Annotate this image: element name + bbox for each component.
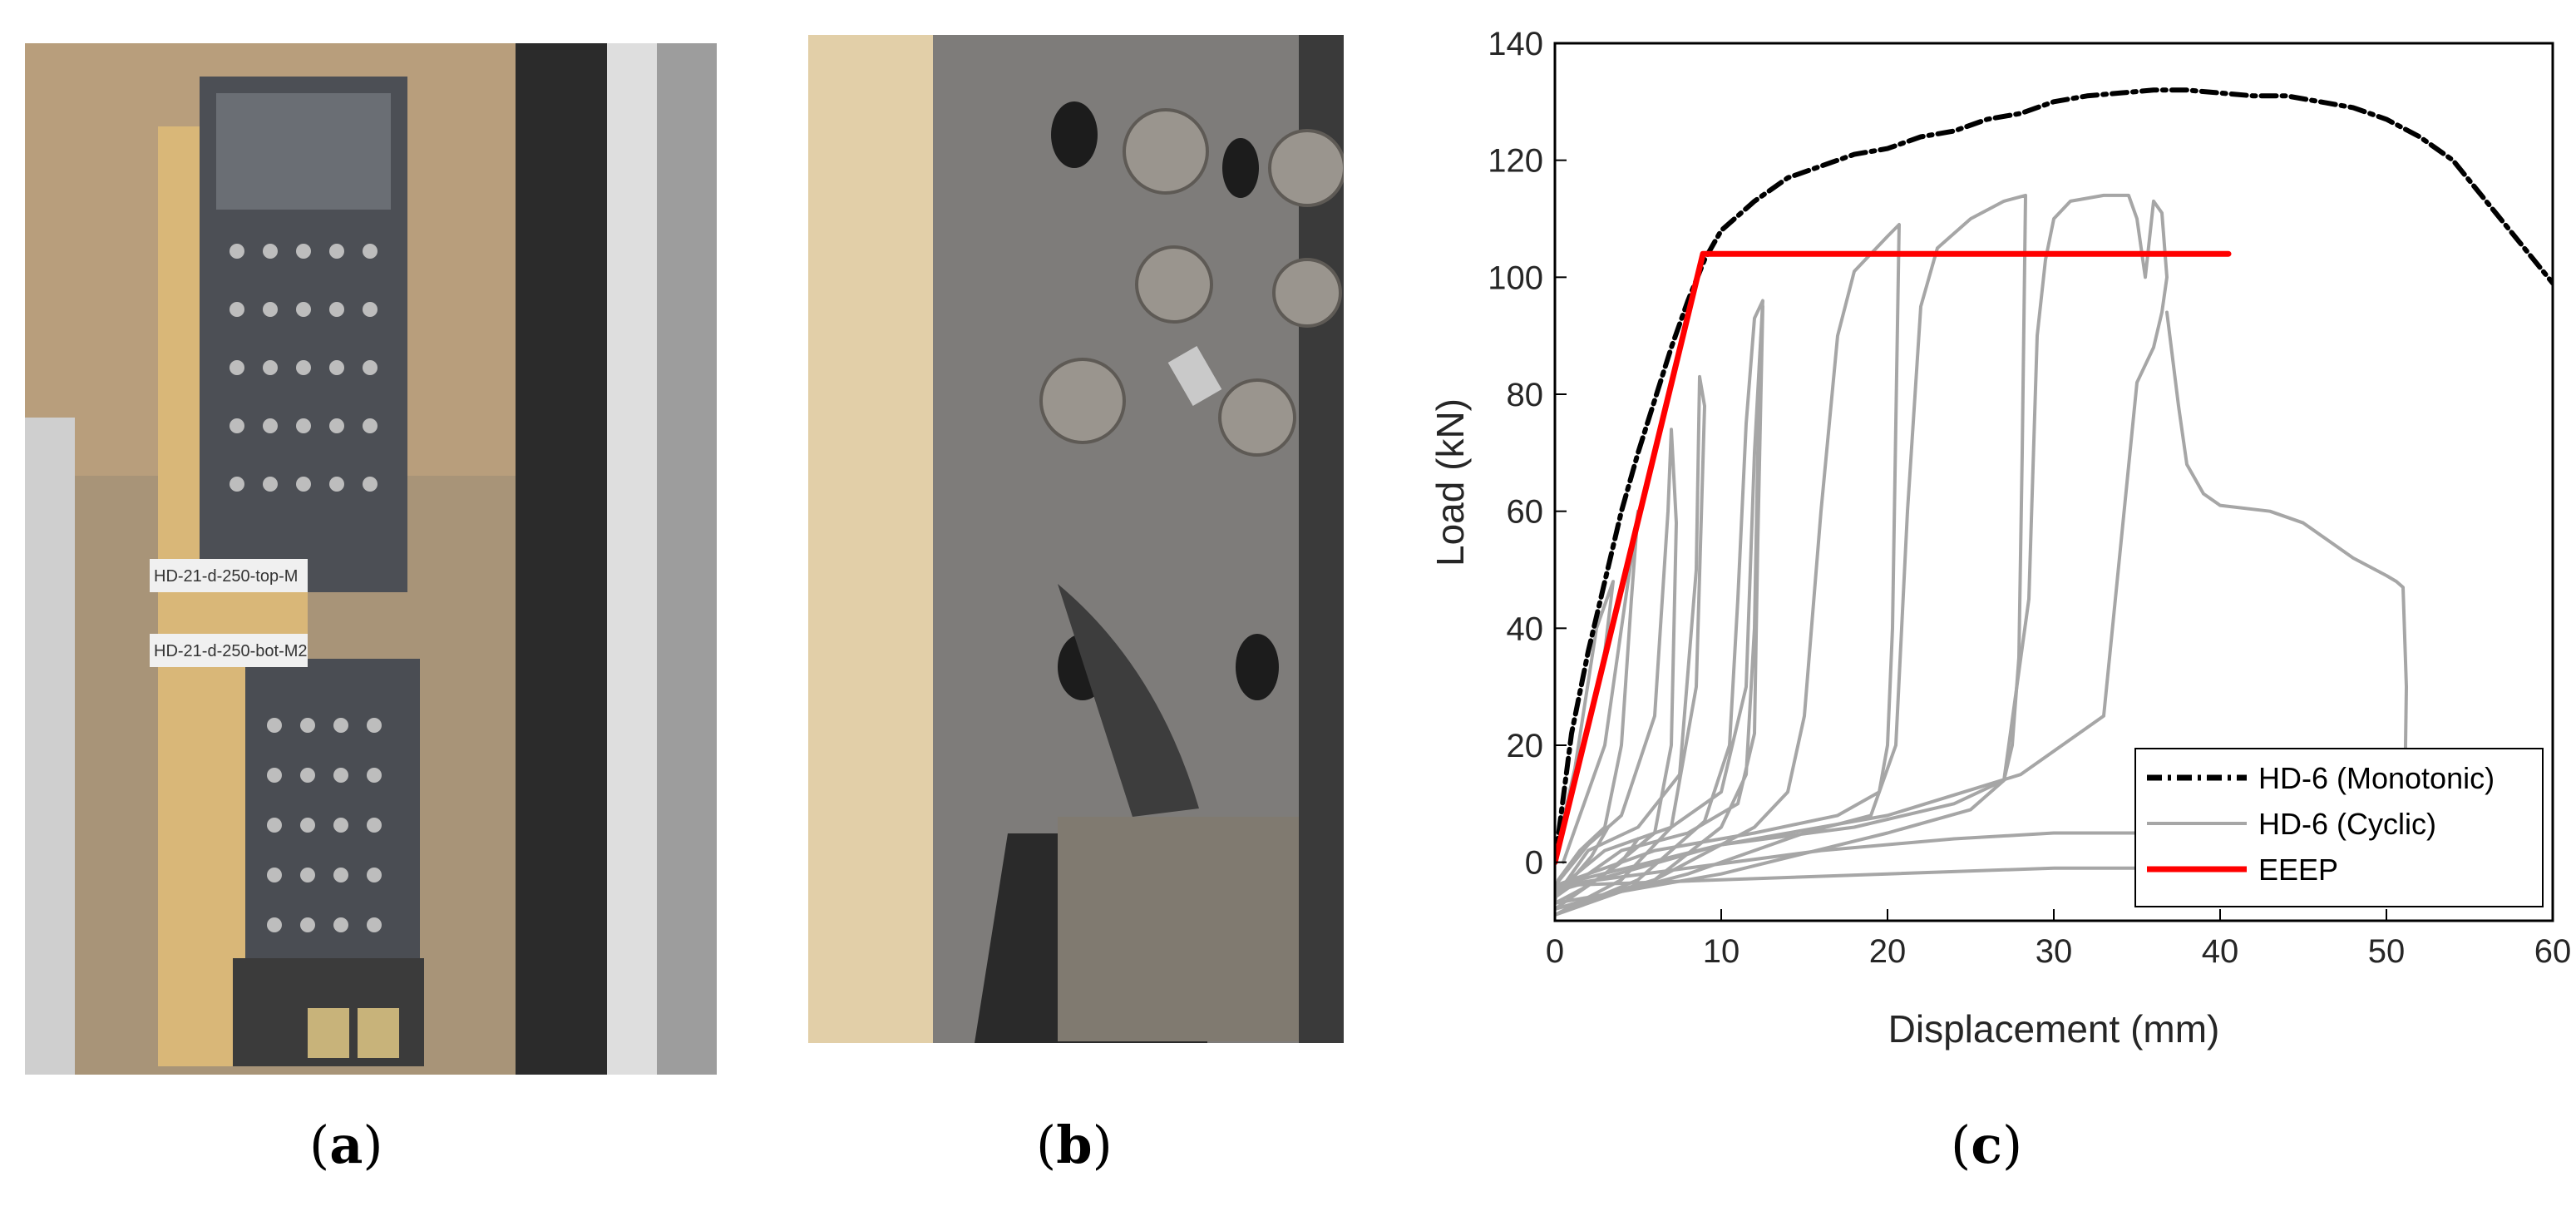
x-tick-label: 60 [2534, 933, 2572, 970]
caption-b-letter: b [1056, 1115, 1093, 1175]
load-displacement-chart: 0 10 20 30 40 50 60 0 20 40 60 80 100 120 140 Displace… [1429, 26, 2571, 1051]
y-tick-label: 0 [1525, 845, 1543, 882]
photo-b-image [808, 35, 1344, 1043]
photo-a-label-top: HD-21-d-250-top-M [154, 567, 298, 586]
x-tick-label: 30 [2036, 933, 2073, 970]
legend-box [2134, 748, 2544, 907]
x-tick-label: 10 [1703, 933, 1740, 970]
legend-entry-label: HD-6 (Cyclic) [2258, 807, 2436, 841]
legend-entry-label: EEEP [2258, 853, 2338, 887]
series-line-hd-6-cyclic-loop-10 [1555, 310, 2408, 887]
y-tick-label: 20 [1507, 728, 1544, 764]
photo-a-image: HD-21-d-250-top-M HD-21-d-250-bot-M2 [25, 43, 717, 1075]
x-tick-label: 0 [1546, 933, 1564, 970]
series-line-hd-6-cyclic-loop-8 [1555, 193, 2169, 905]
y-tick-label: 40 [1507, 611, 1544, 647]
axis-ticks: 0 10 20 30 40 50 60 0 20 40 60 80 100 120 140 [1488, 26, 2571, 970]
photo-b-closeup [808, 35, 1344, 1043]
caption-a-letter: a [329, 1115, 363, 1175]
series-line-hd-6-cyclic-loop-6 [1555, 223, 1901, 911]
x-axis-label: Displacement (mm) [1888, 1007, 2220, 1051]
x-tick-label: 40 [2202, 933, 2239, 970]
caption-b: (b) [1036, 1115, 1113, 1175]
series-line-hd-6-monotonic [1555, 87, 2553, 865]
x-tick-label: 50 [2368, 933, 2406, 970]
series-layer [1555, 87, 2553, 917]
caption-c-letter: c [1971, 1115, 2002, 1175]
series-line-hd-6-cyclic-loop-9 [1555, 831, 2139, 887]
caption-a: (a) [309, 1115, 383, 1175]
series-line-hd-6-cyclic-loop-5 [1555, 304, 1764, 917]
y-axis-label: Load (kN) [1429, 398, 1472, 566]
series-line-eeep [1555, 250, 2232, 866]
legend-entry-label: HD-6 (Monotonic) [2258, 761, 2495, 795]
y-tick-label: 140 [1488, 26, 1543, 62]
series-line-hd-6-cyclic-loop-7 [1555, 193, 2027, 911]
caption-c: (c) [1951, 1115, 2023, 1175]
y-tick-label: 120 [1488, 143, 1543, 180]
series-line-hd-6-cyclic-loop-3 [1555, 374, 1706, 917]
y-tick-label: 80 [1507, 377, 1544, 413]
photo-a-test-setup: HD-21-d-250-top-M HD-21-d-250-bot-M2 [25, 43, 717, 1075]
series-line-hd-6-cyclic-loop-4 [1555, 299, 1764, 917]
y-tick-label: 100 [1488, 260, 1543, 296]
photo-a-label-bottom: HD-21-d-250-bot-M2 [154, 642, 308, 660]
y-tick-label: 60 [1507, 494, 1544, 531]
x-tick-label: 20 [1869, 933, 1907, 970]
legend: HD-6 (Monotonic) HD-6 (Cyclic) EEEP [2134, 748, 2544, 907]
